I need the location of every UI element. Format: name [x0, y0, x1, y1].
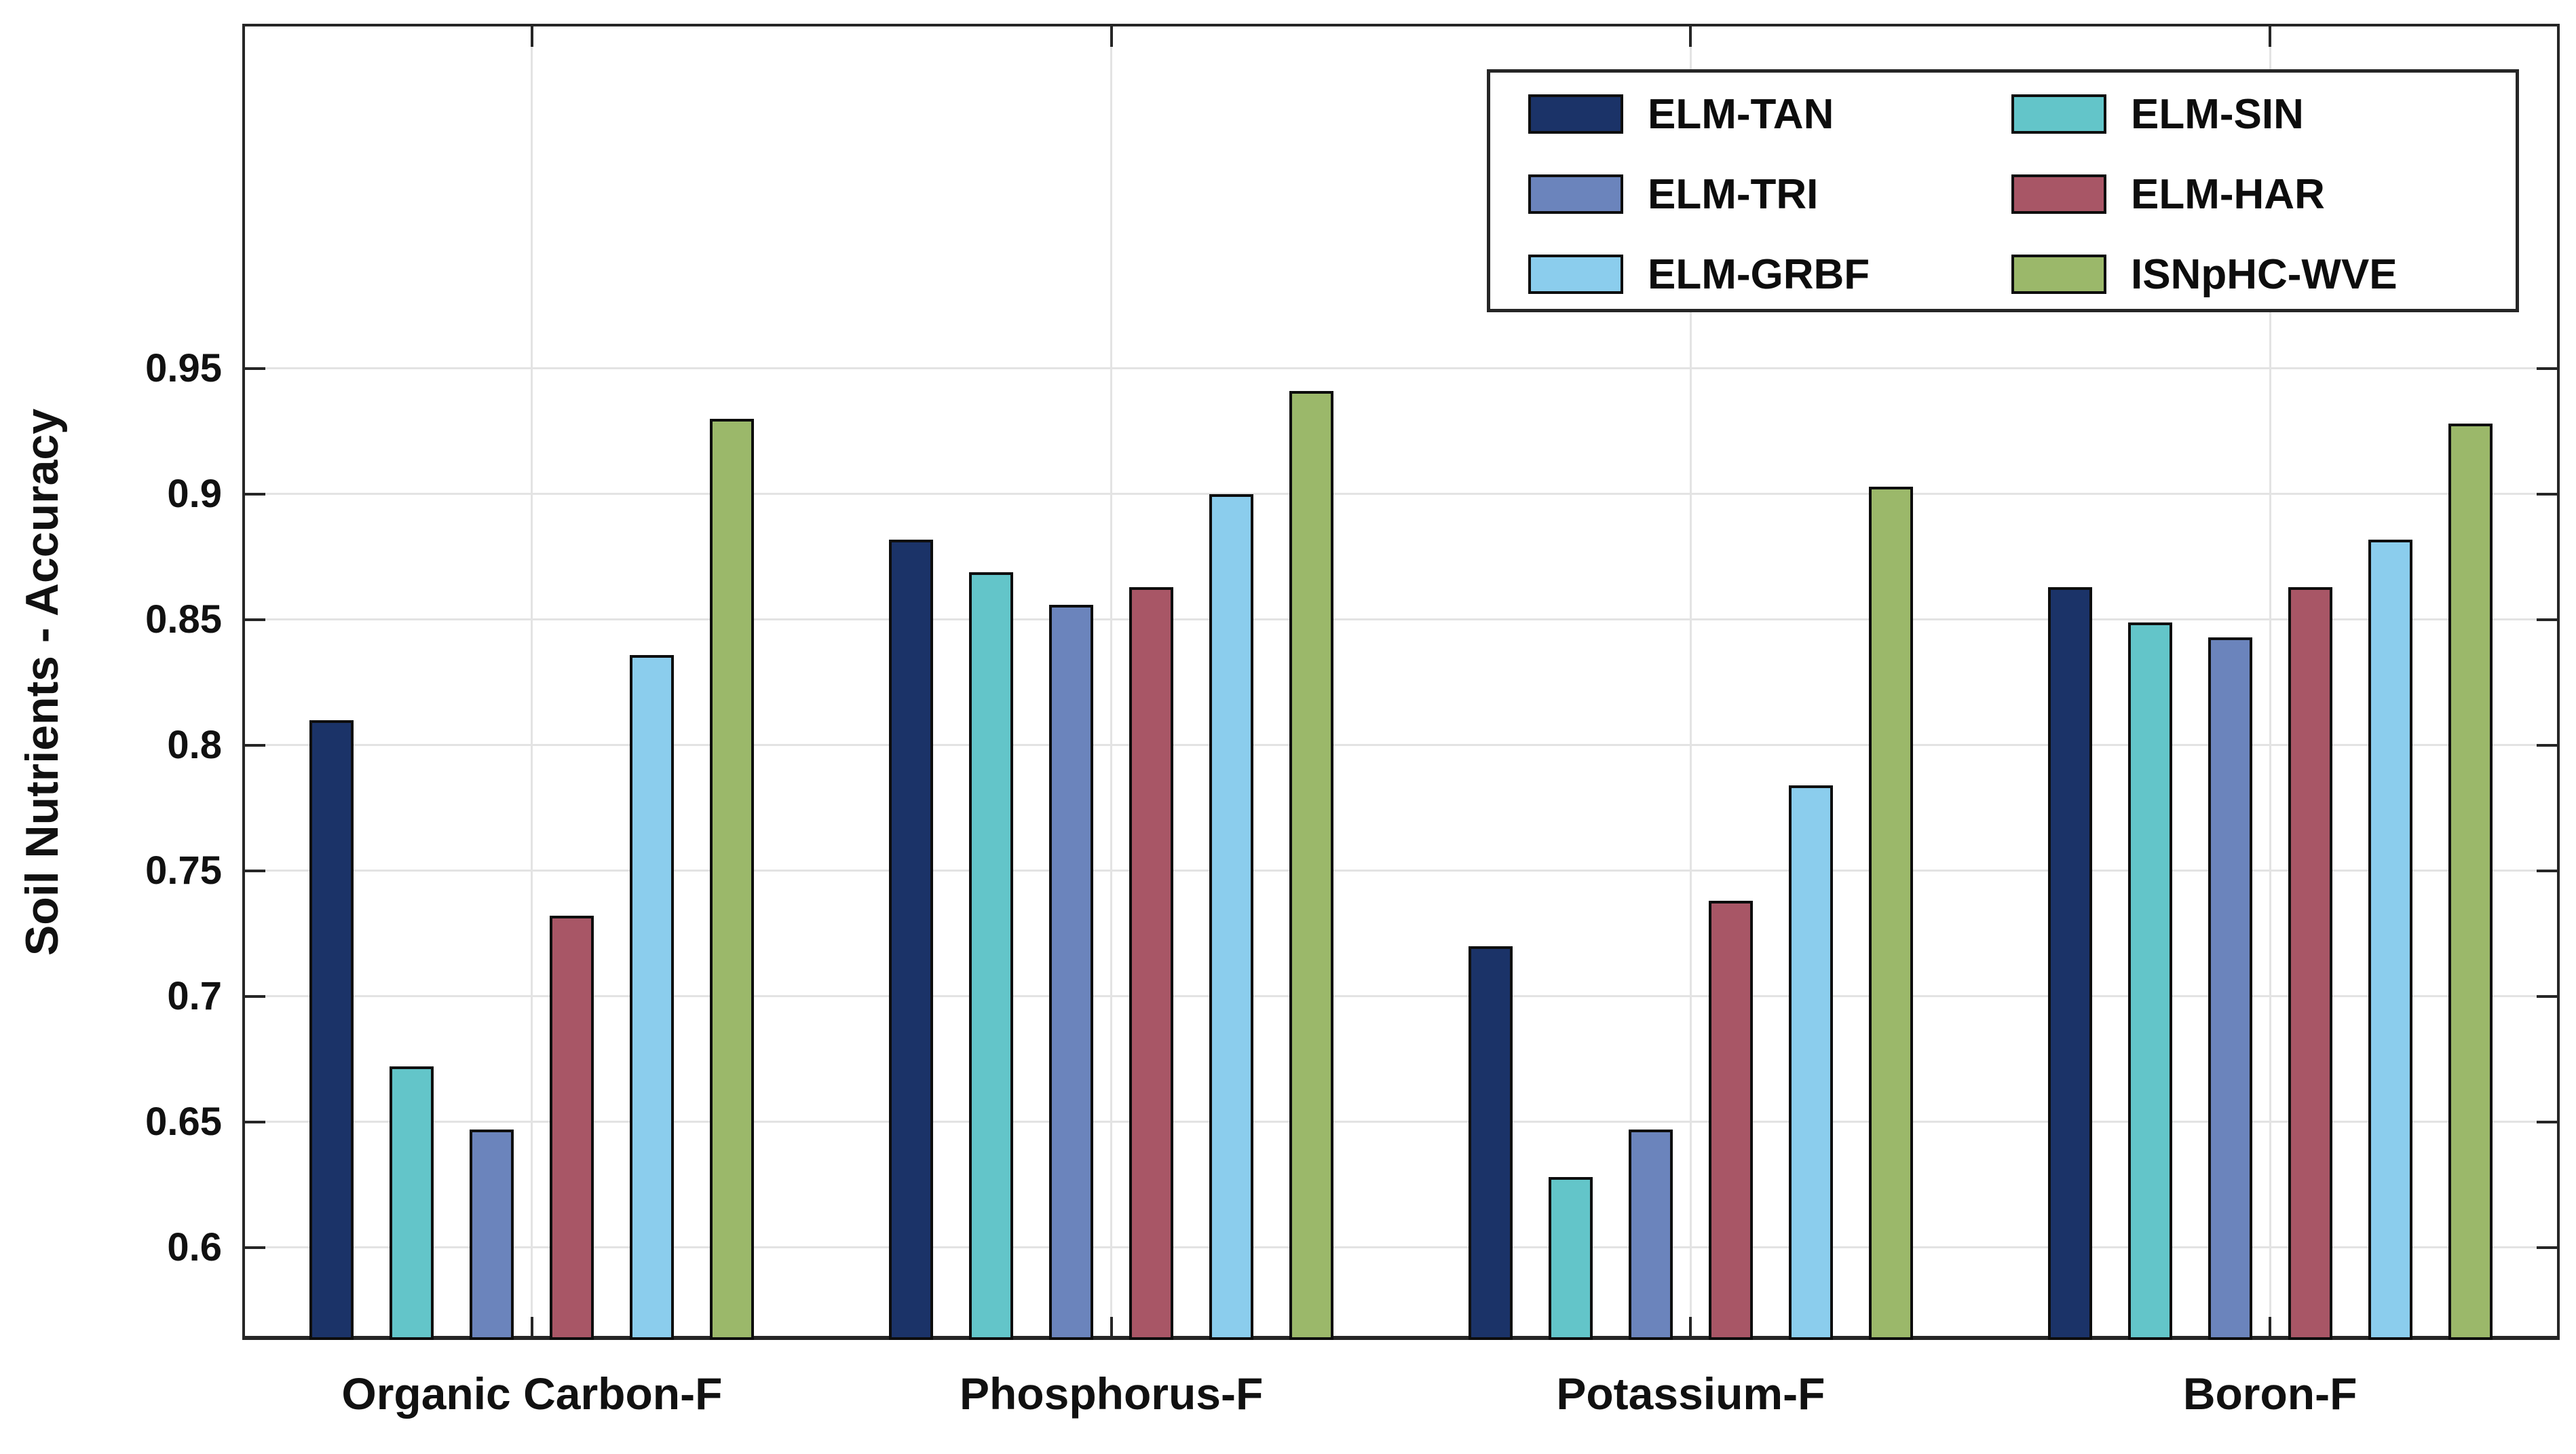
bar-isnphc-wve — [2448, 424, 2493, 1340]
y-tick-label: 0.9 — [167, 471, 222, 516]
legend-swatch — [1528, 174, 1623, 214]
legend-swatch — [2011, 255, 2106, 294]
h-gridline — [242, 367, 2560, 370]
bar-elm-har — [2288, 586, 2332, 1340]
bar-elm-tan — [1468, 946, 1513, 1340]
bar-elm-sin — [2127, 622, 2172, 1340]
y-tick-label: 0.7 — [167, 973, 222, 1018]
legend-item: ISNpHC-WVE — [2011, 250, 2486, 298]
x-tick-top — [530, 24, 533, 47]
legend-label: ELM-GRBF — [1648, 250, 1870, 298]
bar-elm-tri — [1628, 1129, 1673, 1340]
bar-elm-har — [1129, 586, 1174, 1340]
h-gridline — [242, 995, 2560, 998]
bar-elm-tan — [889, 539, 934, 1340]
bar-elm-grbf — [2368, 539, 2412, 1340]
legend-swatch — [2011, 94, 2106, 134]
v-gridline — [1110, 24, 1113, 1340]
legend-item: ELM-GRBF — [1528, 250, 2003, 298]
x-tick-label: Potassium-F — [1556, 1368, 1825, 1419]
bar-elm-grbf — [1209, 493, 1254, 1340]
legend-label: ELM-SIN — [2131, 90, 2304, 138]
x-tick-top — [1110, 24, 1113, 47]
y-tick-label: 0.6 — [167, 1225, 222, 1269]
y-tick-label: 0.65 — [145, 1099, 222, 1144]
bar-isnphc-wve — [710, 418, 755, 1340]
legend-label: ISNpHC-WVE — [2131, 250, 2398, 298]
bar-elm-tan — [309, 720, 354, 1340]
bar-elm-har — [1708, 901, 1753, 1340]
bar-elm-sin — [1548, 1177, 1593, 1340]
x-tick-bottom — [530, 1317, 533, 1340]
bar-elm-grbf — [1788, 785, 1833, 1340]
legend-label: ELM-TRI — [1648, 170, 1819, 218]
legend-item: ELM-SIN — [2011, 90, 2486, 138]
h-gridline — [242, 1121, 2560, 1123]
y-tick-right — [2537, 367, 2560, 370]
v-gridline — [531, 24, 533, 1340]
y-tick-left — [242, 869, 265, 872]
x-tick-label: Phosphorus-F — [959, 1368, 1264, 1419]
h-gridline — [242, 493, 2560, 496]
x-tick-top — [2269, 24, 2272, 47]
bar-elm-sin — [969, 572, 1014, 1340]
y-tick-left — [242, 492, 265, 496]
y-tick-left — [242, 1246, 265, 1249]
y-tick-label: 0.85 — [145, 597, 222, 641]
y-tick-right — [2537, 869, 2560, 872]
legend-item: ELM-TRI — [1528, 170, 2003, 218]
bar-elm-sin — [390, 1066, 434, 1340]
y-tick-left — [242, 994, 265, 998]
y-tick-label: 0.75 — [145, 848, 222, 893]
bar-elm-tan — [2047, 586, 2092, 1340]
x-tick-top — [1689, 24, 1692, 47]
bar-elm-tri — [2208, 637, 2252, 1340]
y-tick-left — [242, 743, 265, 747]
legend-swatch — [1528, 255, 1623, 294]
bar-isnphc-wve — [1289, 391, 1334, 1340]
legend-label: ELM-TAN — [1648, 90, 1834, 138]
x-tick-label: Organic Carbon-F — [341, 1368, 723, 1419]
legend-swatch — [1528, 94, 1623, 134]
bar-elm-grbf — [630, 654, 675, 1340]
h-gridline — [242, 744, 2560, 747]
y-tick-left — [242, 618, 265, 621]
x-tick-label: Boron-F — [2182, 1368, 2357, 1419]
y-tick-label: 0.8 — [167, 722, 222, 767]
y-tick-right — [2537, 618, 2560, 621]
y-tick-right — [2537, 1246, 2560, 1249]
y-tick-left — [242, 367, 265, 370]
bar-isnphc-wve — [1868, 486, 1913, 1340]
h-gridline — [242, 1246, 2560, 1249]
legend-label: ELM-HAR — [2131, 170, 2325, 218]
x-tick-bottom — [2269, 1317, 2272, 1340]
x-tick-bottom — [1110, 1317, 1113, 1340]
y-tick-right — [2537, 1120, 2560, 1123]
y-tick-left — [242, 1120, 265, 1123]
y-tick-label: 0.95 — [145, 346, 222, 390]
legend-item: ELM-TAN — [1528, 90, 2003, 138]
legend-swatch — [2011, 174, 2106, 214]
v-gridline — [2269, 24, 2271, 1340]
legend: ELM-TAN ELM-TRI ELM-GRBF ELM-SIN ELM-HAR ISNp… — [1487, 69, 2519, 312]
bar-elm-tri — [470, 1129, 514, 1340]
legend-item: ELM-HAR — [2011, 170, 2486, 218]
y-tick-right — [2537, 994, 2560, 998]
bar-elm-tri — [1049, 604, 1094, 1340]
y-axis-title: Soil Nutrients - Accuracy — [16, 408, 68, 956]
h-gridline — [242, 618, 2560, 621]
x-tick-bottom — [1689, 1317, 1692, 1340]
y-tick-right — [2537, 743, 2560, 747]
bar-elm-har — [550, 916, 594, 1340]
h-gridline — [242, 870, 2560, 872]
y-tick-right — [2537, 492, 2560, 496]
v-gridline — [1689, 24, 1692, 1340]
